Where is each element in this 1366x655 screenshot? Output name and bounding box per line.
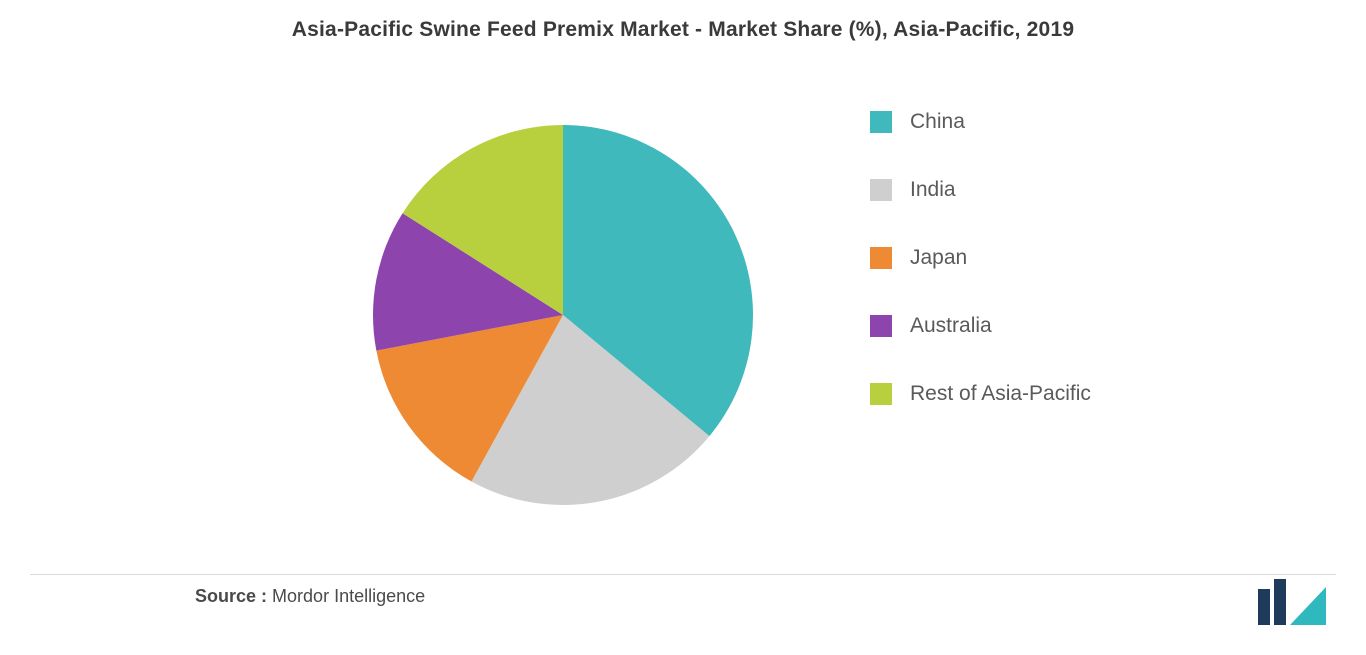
- legend-item: Australia: [870, 314, 1091, 338]
- legend-swatch: [870, 383, 892, 405]
- brand-logo: [1256, 579, 1326, 625]
- legend-label: Japan: [910, 246, 967, 270]
- legend-swatch: [870, 315, 892, 337]
- source-line: Source : Mordor Intelligence: [195, 586, 425, 607]
- legend-label: Rest of Asia-Pacific: [910, 382, 1091, 406]
- legend-swatch: [870, 179, 892, 201]
- legend-item: China: [870, 110, 1091, 134]
- legend-label: China: [910, 110, 965, 134]
- legend-item: Rest of Asia-Pacific: [870, 382, 1091, 406]
- pie-chart: [373, 125, 753, 510]
- legend-label: Australia: [910, 314, 992, 338]
- source-label: Source :: [195, 586, 267, 606]
- source-value: Mordor Intelligence: [272, 586, 425, 606]
- logo-bar-2: [1274, 579, 1286, 625]
- legend-swatch: [870, 247, 892, 269]
- legend-label: India: [910, 178, 956, 202]
- legend-item: India: [870, 178, 1091, 202]
- legend-item: Japan: [870, 246, 1091, 270]
- pie-svg: [373, 125, 753, 505]
- legend: China India Japan Australia Rest of Asia-Pac…: [870, 110, 1091, 406]
- legend-swatch: [870, 111, 892, 133]
- logo-bar-1: [1258, 589, 1270, 625]
- divider: [30, 574, 1336, 575]
- chart-area: [0, 70, 1366, 565]
- logo-triangle: [1290, 587, 1326, 625]
- chart-title: Asia-Pacific Swine Feed Premix Market - …: [0, 0, 1366, 42]
